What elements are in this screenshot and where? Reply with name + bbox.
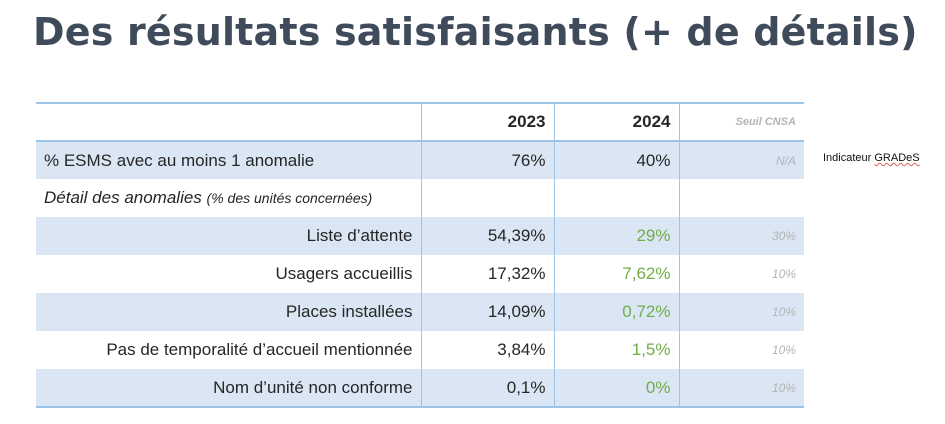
value-2023: 54,39%	[420, 217, 554, 255]
row-label: Places installées	[36, 293, 421, 331]
table-row: Usagers accueillis 17,32% 7,62% 10%	[36, 255, 804, 293]
value-threshold: 30%	[678, 217, 804, 255]
value-2023: 0,1%	[420, 369, 554, 408]
value-2023: 76%	[420, 141, 554, 179]
empty-cell	[553, 179, 679, 217]
header-threshold: Seuil CNSA	[678, 102, 804, 142]
row-label: % ESMS avec au moins 1 anomalie	[36, 141, 421, 179]
value-threshold: N/A	[678, 141, 804, 179]
value-threshold: 10%	[678, 255, 804, 293]
empty-cell	[678, 179, 804, 217]
value-threshold: 10%	[678, 293, 804, 331]
side-note-term: GRADeS	[874, 152, 920, 164]
empty-cell	[420, 179, 554, 217]
detail-heading-label: Détail des anomalies	[44, 188, 202, 207]
header-2024: 2024	[553, 102, 679, 142]
value-2024: 0,72%	[553, 293, 679, 331]
slide-title: Des résultats satisfaisants (+ de détail…	[33, 10, 918, 54]
value-2023: 3,84%	[420, 331, 554, 369]
value-2024: 40%	[553, 141, 679, 179]
value-2024: 0%	[553, 369, 679, 408]
value-2024: 1,5%	[553, 331, 679, 369]
table-row-esms: % ESMS avec au moins 1 anomalie 76% 40% …	[36, 141, 804, 179]
value-2024: 7,62%	[553, 255, 679, 293]
value-2024: 29%	[553, 217, 679, 255]
table-row: Pas de temporalité d’accueil mentionnée …	[36, 331, 804, 369]
value-2023: 14,09%	[420, 293, 554, 331]
row-label: Usagers accueillis	[275, 264, 413, 283]
results-table: 2023 2024 Seuil CNSA % ESMS avec au moin…	[36, 102, 804, 408]
row-label: Pas de temporalité d’accueil mentionnée	[106, 340, 413, 359]
detail-heading: Détail des anomalies (% des unités conce…	[36, 179, 421, 217]
table-row-detail-heading: Détail des anomalies (% des unités conce…	[36, 179, 804, 217]
table-row: Liste d’attente 54,39% 29% 30%	[36, 217, 804, 255]
table-row: Nom d’unité non conforme 0,1% 0% 10%	[36, 369, 804, 408]
row-label: Nom d’unité non conforme	[36, 369, 421, 408]
detail-heading-sublabel: (% des unités concernées)	[206, 190, 373, 206]
row-label: Liste d’attente	[36, 217, 421, 255]
value-threshold: 10%	[678, 369, 804, 408]
grades-indicator-note: Indicateur GRADeS	[823, 152, 920, 164]
header-2023: 2023	[420, 102, 554, 142]
table-header-row: 2023 2024 Seuil CNSA	[36, 102, 804, 142]
header-empty-cell	[36, 102, 421, 142]
side-note-prefix: Indicateur	[823, 152, 875, 164]
table-row: Places installées 14,09% 0,72% 10%	[36, 293, 804, 331]
value-2023: 17,32%	[420, 255, 554, 293]
value-threshold: 10%	[678, 331, 804, 369]
